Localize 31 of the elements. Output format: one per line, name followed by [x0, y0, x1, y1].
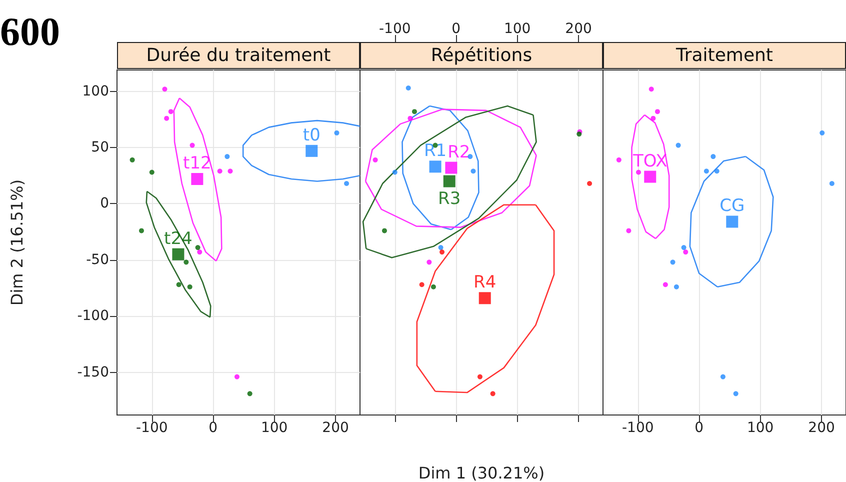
y-tick-label: 100 [82, 83, 109, 100]
x-tick-label: -100 [136, 420, 168, 436]
y-tick-label: -150 [77, 364, 109, 380]
x-tick-label: 100 [746, 420, 774, 436]
series-label: R4 [474, 272, 496, 293]
x-tick-label: 100 [504, 21, 531, 37]
y-tick-label: -100 [77, 308, 109, 324]
x-axis-title: Dim 1 (30.21%) [418, 464, 545, 482]
y-tick-label: 50 [91, 140, 109, 156]
series-label: R2 [448, 142, 470, 162]
series-label: t12 [183, 154, 212, 174]
chart-title: Répétitions [360, 42, 603, 69]
series-label: R1 [424, 141, 447, 162]
chart-title: Traitement [603, 42, 846, 69]
x-tick-label: 100 [260, 420, 288, 436]
text: 600 [0, 8, 60, 55]
x-tick-label: 200 [322, 420, 349, 436]
x-tick-label: 0 [452, 21, 461, 37]
series-label: R3 [438, 188, 461, 209]
y-tick-label: -50 [86, 252, 109, 268]
x-tick-label: 0 [694, 420, 704, 436]
y-tick-label: 0 [100, 196, 109, 212]
series-label: t0 [302, 125, 320, 146]
chart-title: Durée du traitement [117, 42, 360, 69]
x-tick-label: 0 [208, 420, 218, 436]
y-axis-title: Dim 2 (16.51%) [8, 179, 26, 306]
x-tick-label: -100 [622, 420, 654, 436]
x-tick-label: 200 [808, 420, 835, 436]
x-tick-label: 200 [565, 21, 592, 37]
x-tick-label: -100 [379, 21, 411, 37]
series-label: CG [720, 196, 745, 216]
